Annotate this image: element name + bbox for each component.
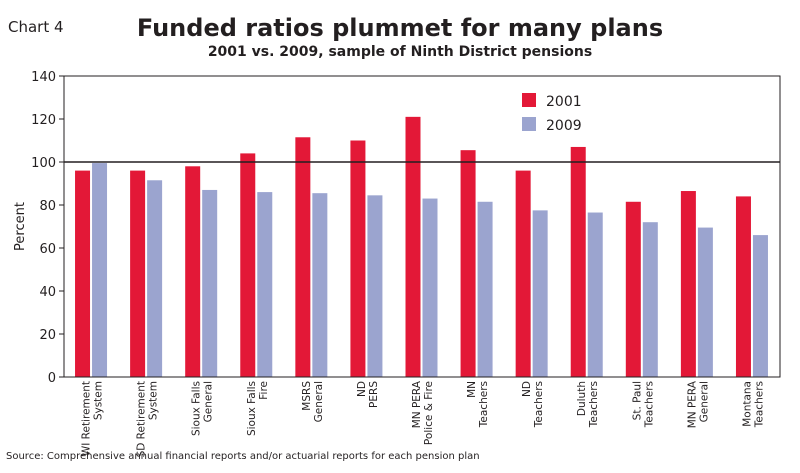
bar-2001-2 [130, 170, 146, 377]
legend-label-2009: 2009 [546, 118, 582, 134]
y-tick-label: 20 [39, 328, 56, 343]
x-category-label: General [203, 381, 215, 422]
x-category-label: SD Retirement [136, 381, 148, 457]
x-category-label: Teachers [588, 381, 600, 428]
x-category-label: Sioux Falls [246, 381, 258, 436]
bar-2009-12 [697, 227, 713, 377]
bar-2001-6 [350, 140, 366, 377]
x-category-label: PERS [368, 381, 380, 408]
y-tick-label: 60 [39, 242, 56, 257]
y-tick-label: 80 [39, 199, 56, 214]
bar-2009-3 [202, 189, 218, 377]
bar-2009-5 [312, 193, 328, 377]
bar-2001-8 [460, 150, 476, 377]
bar-2009-7 [422, 198, 438, 377]
x-category-label: Police & Fire [423, 381, 435, 445]
bar-2009-13 [752, 235, 768, 377]
legend-swatch-2001 [522, 93, 536, 107]
y-tick-label: 0 [48, 371, 56, 386]
x-category-label: System [93, 381, 105, 420]
x-category-label: Sioux Falls [191, 381, 203, 436]
chart-number-label: Chart 4 [8, 18, 64, 36]
x-category-label: Teachers [753, 381, 765, 428]
x-category-label: Teachers [533, 381, 545, 428]
bar-2009-4 [257, 192, 273, 377]
bar-2001-12 [680, 191, 696, 377]
bar-2009-6 [367, 195, 383, 377]
x-category-label: Duluth [576, 381, 588, 416]
y-axis-label: Percent [13, 202, 28, 251]
y-tick-label: 100 [31, 156, 56, 171]
bar-2001-13 [735, 196, 751, 377]
x-category-label: Fire [258, 381, 270, 400]
x-category-label: Teachers [643, 381, 655, 428]
bar-2009-2 [147, 180, 163, 377]
bar-2009-1 [92, 163, 108, 377]
bar-2001-5 [295, 137, 311, 377]
x-category-label: St. Paul [631, 381, 643, 420]
chart-title: Funded ratios plummet for many plans [136, 14, 664, 42]
bar-2001-3 [185, 166, 201, 377]
bar-2009-8 [477, 201, 493, 377]
legend-label-2001: 2001 [546, 94, 582, 110]
chart-subtitle: 2001 vs. 2009, sample of Ninth District … [207, 44, 593, 60]
bar-2001-9 [515, 170, 531, 377]
y-tick-label: 140 [31, 70, 56, 85]
bar-2001-11 [625, 201, 641, 377]
bar-2001-7 [405, 116, 421, 377]
bar-2001-1 [75, 170, 91, 377]
x-category-label: ND [521, 381, 533, 397]
y-tick-label: 120 [31, 113, 56, 128]
bar-2001-4 [240, 153, 256, 377]
x-category-label: MSRS [301, 381, 313, 411]
x-category-label: MN [466, 381, 478, 398]
bar-2009-9 [532, 210, 548, 377]
bar-2001-10 [570, 146, 586, 377]
x-category-label: System [148, 381, 160, 420]
x-category-label: WI Retirement [81, 381, 93, 456]
x-category-label: MN PERA [411, 380, 423, 428]
y-tick-label: 40 [39, 285, 56, 300]
x-category-label: General [698, 381, 710, 422]
x-category-label: Montana [741, 381, 753, 427]
x-category-label: General [313, 381, 325, 422]
bar-2009-10 [587, 212, 603, 377]
bar-2009-11 [642, 222, 658, 377]
source-note: Source: Comprehensive annual financial r… [6, 451, 480, 462]
x-category-label: MN PERA [686, 380, 698, 428]
legend-swatch-2009 [522, 117, 536, 131]
plot-frame [63, 75, 781, 378]
legend-background [498, 86, 594, 142]
x-category-label: Teachers [478, 381, 490, 428]
x-category-label: ND [356, 381, 368, 397]
